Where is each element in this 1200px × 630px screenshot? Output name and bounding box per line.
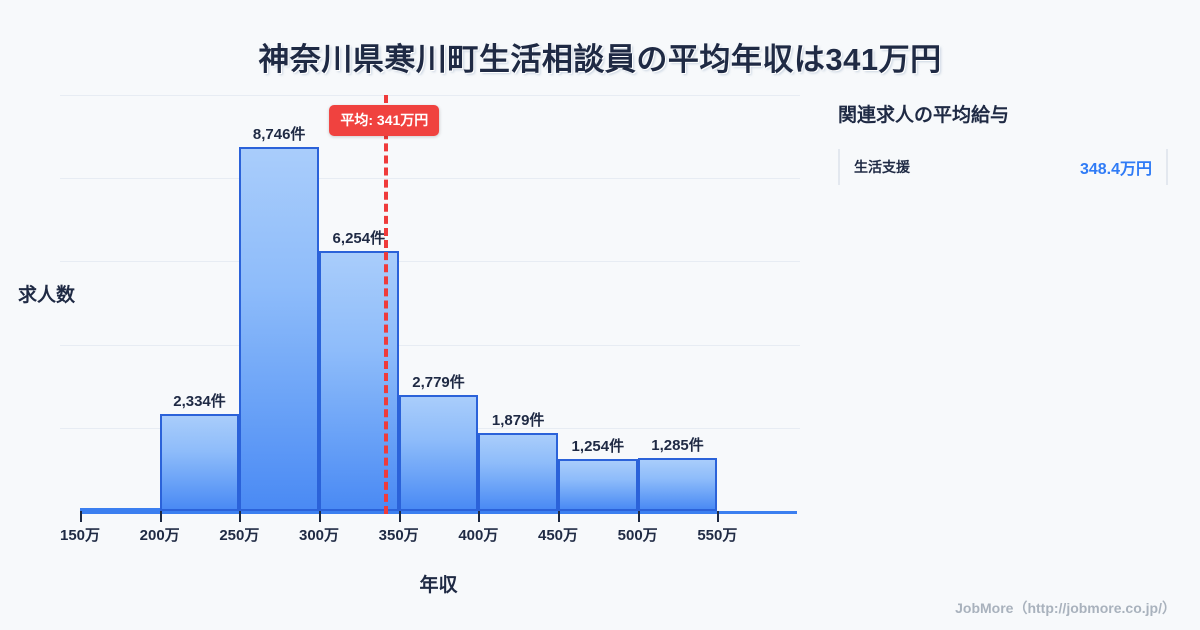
bar-value-label: 2,779件 [412,374,465,392]
side-panel-rows: 生活支援 348.4万円 [838,149,1168,185]
histogram-bar[interactable] [159,413,240,511]
x-axis-tick [80,511,82,522]
histogram-bar[interactable] [239,147,319,511]
x-axis-tick [478,511,481,522]
footer-attribution: JobMore（http://jobmore.co.jp/） [955,600,1176,616]
average-vline [384,95,389,514]
x-axis-tick-label: 250万 [219,527,260,544]
average-badge: 平均: 341万円 [329,105,440,136]
x-axis-baseline [80,511,797,514]
side-panel-row-value: 348.4万円 [1079,161,1152,178]
plot-area: 2,334件 8,746件 6,254件 2,779件 1,879件 1,254件 1,28… [60,95,800,514]
side-panel: 関連求人の平均給与 生活支援 348.4万円 [838,100,1168,185]
x-axis-tick-label: 200万 [139,527,180,544]
bar-value-label: 2,334件 [173,392,226,410]
x-axis-tick-label: 300万 [298,527,340,544]
histogram-bar[interactable] [80,508,160,511]
x-axis-title: 年収 [419,575,458,596]
side-panel-row[interactable]: 生活支援 348.4万円 [838,149,1168,185]
gridline [60,95,800,96]
x-axis-tick [319,511,321,522]
x-axis-tick [159,511,162,522]
x-axis-tick-label: 400万 [458,527,499,544]
bar-value-label: 1,879件 [491,411,545,429]
page-title: 神奈川県寒川町生活相談員の平均年収は341万円 [258,42,942,77]
x-axis-tick-label: 150万 [59,527,101,544]
y-axis-title: 求人数 [18,285,76,306]
x-axis-tick-label: 450万 [537,527,579,544]
x-axis-tick [717,511,720,522]
bar-value-label: 1,254件 [571,437,625,455]
histogram-bar[interactable] [478,432,558,511]
gridline [60,344,800,346]
x-axis-tick-label: 550万 [697,527,738,544]
histogram-bar[interactable] [558,458,638,511]
side-panel-row-label: 生活支援 [854,159,910,175]
x-axis-tick [239,511,242,522]
bar-value-label: 8,746件 [252,126,306,144]
gridline [60,178,800,180]
bar-value-label: 1,285件 [651,436,704,454]
histogram-bar[interactable] [637,457,718,511]
x-axis-tick [558,511,560,522]
x-axis-tick [398,511,401,522]
bar-value-label: 6,254件 [332,229,386,247]
gridline [60,261,800,263]
x-axis-tick [637,511,640,522]
x-axis-tick-label: 350万 [378,527,419,544]
side-panel-heading: 関連求人の平均給与 [838,105,1010,126]
x-axis-tick-label: 500万 [617,527,658,544]
histogram-bar[interactable] [398,395,479,511]
